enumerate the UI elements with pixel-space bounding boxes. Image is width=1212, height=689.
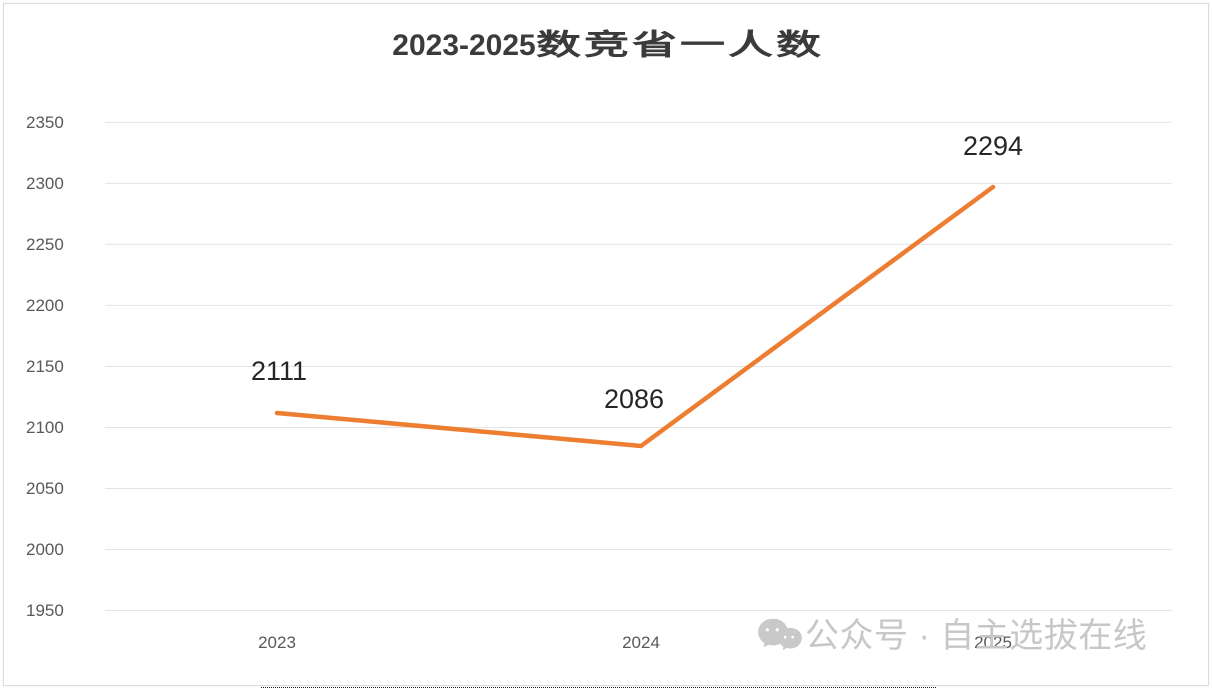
svg-text:2024: 2024	[622, 633, 660, 652]
svg-text:2050: 2050	[26, 479, 64, 498]
svg-text:2294: 2294	[963, 131, 1023, 161]
svg-text:2250: 2250	[26, 235, 64, 254]
svg-text:1950: 1950	[26, 601, 64, 620]
svg-text:2200: 2200	[26, 296, 64, 315]
svg-text:2111: 2111	[251, 356, 307, 386]
svg-text:2100: 2100	[26, 418, 64, 437]
svg-text:2150: 2150	[26, 357, 64, 376]
svg-text:2350: 2350	[26, 113, 64, 132]
svg-text:2023: 2023	[258, 633, 296, 652]
svg-text:2300: 2300	[26, 174, 64, 193]
svg-text:2000: 2000	[26, 540, 64, 559]
svg-text:2086: 2086	[604, 384, 664, 414]
